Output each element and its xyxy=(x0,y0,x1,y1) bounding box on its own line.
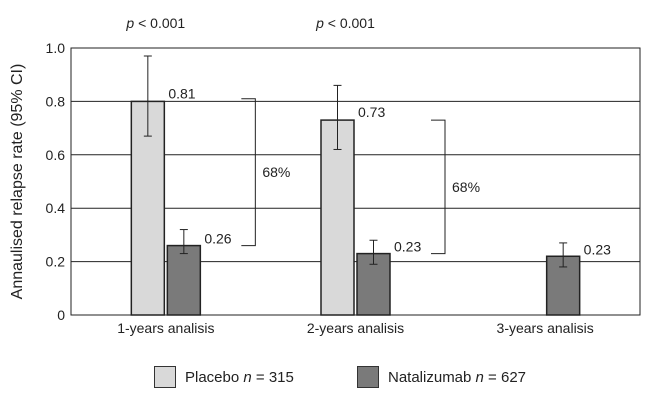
reduction-bracket xyxy=(431,119,446,255)
p-value-annotation: p < 0.001 xyxy=(125,15,185,31)
legend: Placebo n = 315 Natalizumab n = 627 xyxy=(0,366,645,392)
data-label: 0.73 xyxy=(358,104,385,120)
chart-area: 0 0.2 0.4 0.6 0.8 1.0 Annaulised relapse rate … xyxy=(9,15,641,336)
bar xyxy=(166,244,202,316)
legend-swatch-placebo xyxy=(154,366,176,388)
p-value-annotation: p < 0.001 xyxy=(315,15,375,31)
y-tick-label: 0.2 xyxy=(46,254,66,270)
x-tick-label: 2-years analisis xyxy=(307,320,404,336)
legend-label-placebo: Placebo n = 315 xyxy=(185,368,294,386)
legend-item-placebo: Placebo n = 315 xyxy=(154,366,294,388)
plot-frame xyxy=(70,47,641,316)
legend-label-natalizumab: Natalizumab n = 627 xyxy=(388,368,527,386)
data-label: 0.81 xyxy=(168,85,195,101)
x-tick-label: 3-years analisis xyxy=(497,320,594,336)
y-tick-label: 0 xyxy=(57,307,65,323)
y-tick-label: 0.4 xyxy=(46,200,66,216)
y-tick-label: 1.0 xyxy=(46,40,66,56)
data-label: 0.26 xyxy=(204,231,231,247)
reduction-bracket xyxy=(241,98,256,247)
legend-swatch-natalizumab xyxy=(357,366,379,388)
data-label: 0.23 xyxy=(584,241,611,257)
y-tick-label: 0.6 xyxy=(46,147,66,163)
y-axis-label: Annaulised relapse rate (95% CI) xyxy=(9,64,26,300)
y-tick-label: 0.8 xyxy=(46,93,66,109)
reduction-label: 68% xyxy=(452,179,480,195)
x-tick-label: 1-years analisis xyxy=(117,320,214,336)
legend-item-natalizumab: Natalizumab n = 627 xyxy=(357,366,526,388)
data-label: 0.23 xyxy=(394,239,421,255)
reduction-label: 68% xyxy=(262,164,290,180)
